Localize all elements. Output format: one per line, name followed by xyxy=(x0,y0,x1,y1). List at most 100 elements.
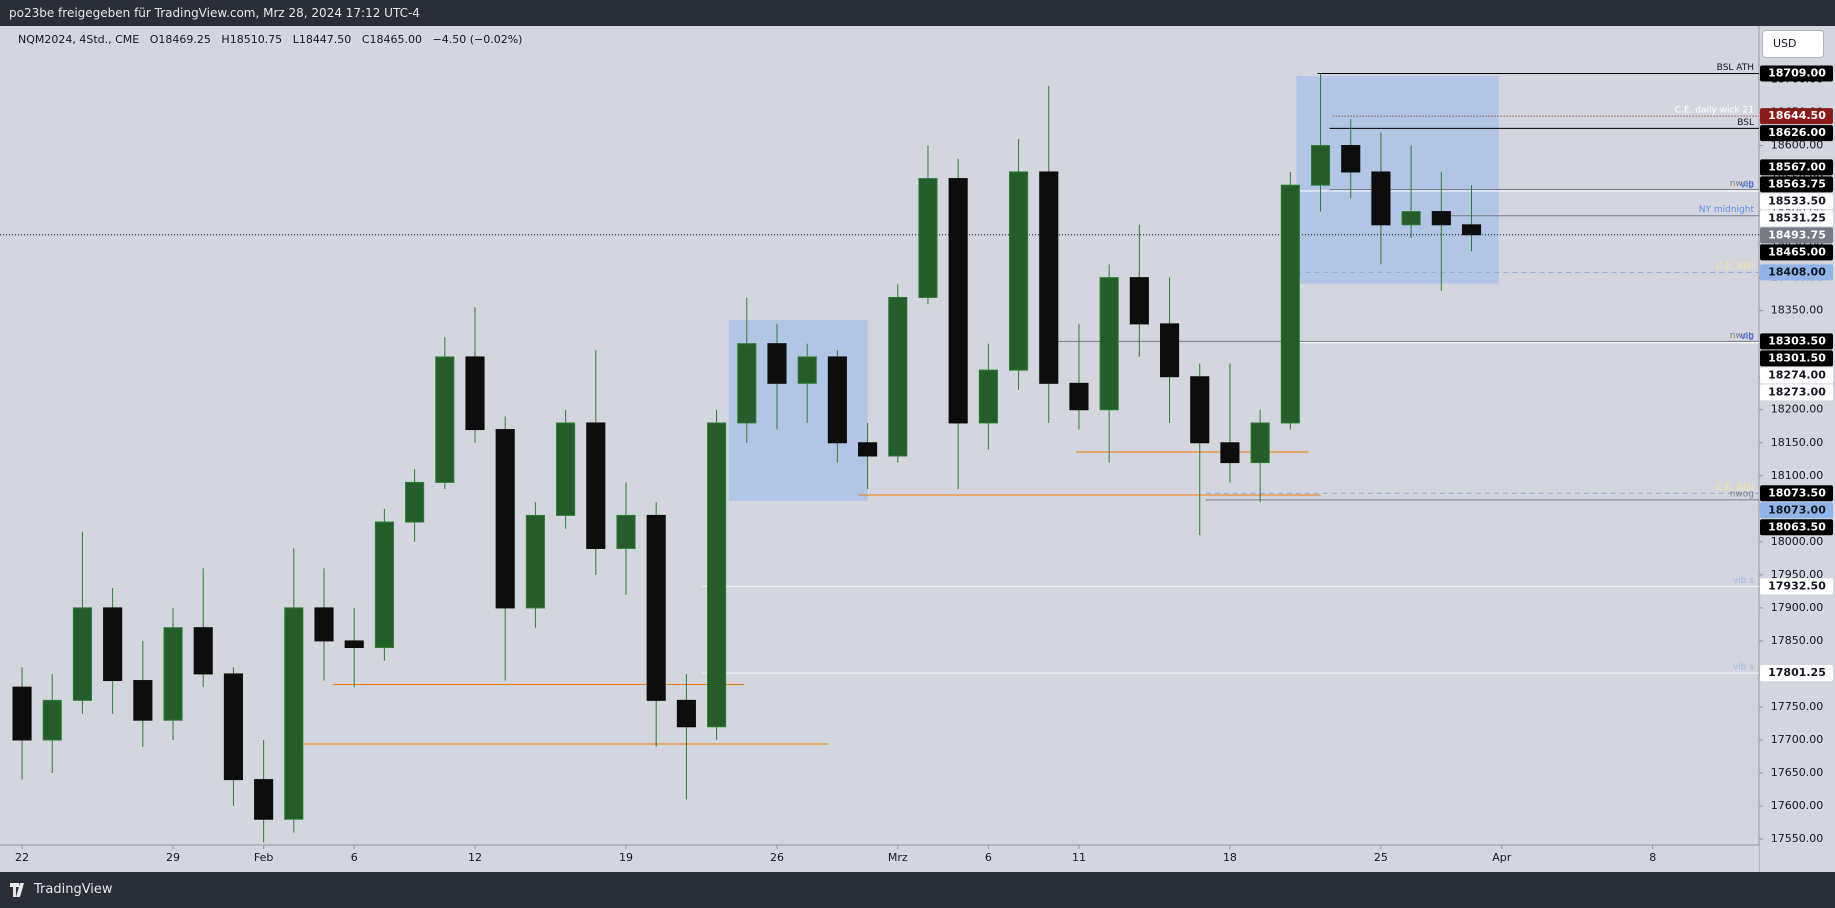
candle-body xyxy=(1250,422,1270,464)
price-label: 18626.00 xyxy=(1768,126,1826,139)
y-tick-label: 17600.00 xyxy=(1771,799,1824,812)
candle-body xyxy=(948,178,968,424)
candle-body xyxy=(737,343,757,424)
candle-body xyxy=(495,429,515,609)
candle-body xyxy=(1401,211,1421,226)
y-tick-label: 17950.00 xyxy=(1771,568,1824,581)
candle-body xyxy=(435,356,455,483)
price-label-box xyxy=(1760,210,1833,227)
level-label: vib xyxy=(1740,332,1754,342)
price-label-box xyxy=(1760,244,1833,261)
price-label-box xyxy=(1760,350,1833,367)
price-label: 18563.75 xyxy=(1768,177,1826,190)
price-label: 18493.75 xyxy=(1768,228,1826,241)
legend: NQM2024, 4Std., CME O18469.25 H18510.75 … xyxy=(18,33,529,46)
candle-body xyxy=(465,356,485,431)
y-tick-label: 18100.00 xyxy=(1771,469,1824,482)
level-label: C.E. daily wick 21 xyxy=(1675,106,1754,116)
level-label: nwog xyxy=(1730,489,1754,499)
x-tick-label: Apr xyxy=(1492,851,1512,864)
candle-body xyxy=(133,680,153,721)
candle-body xyxy=(163,627,183,721)
candle-body xyxy=(1099,277,1119,411)
x-tick-label: 11 xyxy=(1072,851,1086,864)
price-label: 18465.00 xyxy=(1768,245,1826,258)
y-tick-label: 17900.00 xyxy=(1771,601,1824,614)
candle-body xyxy=(616,514,636,549)
share-bar: po23be freigegeben für TradingView.com, … xyxy=(0,0,1835,26)
y-tick-label: 18200.00 xyxy=(1771,403,1824,416)
level-label: vib xyxy=(1740,180,1754,190)
price-label: 18709.00 xyxy=(1768,67,1826,80)
ohlc-high: H18510.75 xyxy=(221,33,283,46)
footer-text: TradingView xyxy=(34,882,113,897)
y-tick-label: 18150.00 xyxy=(1771,436,1824,449)
candle-body xyxy=(314,607,334,642)
price-label-box xyxy=(1760,125,1833,142)
price-label-box xyxy=(1760,108,1833,125)
price-label-box xyxy=(1760,176,1833,193)
candle-body xyxy=(888,296,908,457)
x-tick-label: Feb xyxy=(254,851,273,864)
ohlc-change: −4.50 (−0.02%) xyxy=(432,33,523,46)
x-tick-label: 29 xyxy=(166,851,180,864)
price-label-box xyxy=(1760,227,1833,244)
price-label-box xyxy=(1760,485,1833,502)
candle-body xyxy=(1280,184,1300,424)
price-label-box xyxy=(1760,65,1833,82)
x-tick-label: 8 xyxy=(1649,851,1656,864)
candle-body xyxy=(586,422,606,549)
share-text: po23be freigegeben für TradingView.com, … xyxy=(9,6,420,20)
currency-button[interactable]: USD xyxy=(1762,30,1824,58)
x-tick-label: 26 xyxy=(770,851,784,864)
footer-bar: TradingView xyxy=(0,872,1835,908)
price-label: 18301.50 xyxy=(1768,351,1826,364)
y-tick-label: 18600.00 xyxy=(1771,139,1824,152)
candle-body xyxy=(254,779,274,820)
price-label-box xyxy=(1760,333,1833,350)
candle-body xyxy=(1431,211,1451,226)
y-tick-label: 17700.00 xyxy=(1771,733,1824,746)
x-tick-label: 18 xyxy=(1223,851,1237,864)
candle-body xyxy=(223,673,243,781)
x-tick-label: 22 xyxy=(15,851,29,864)
x-tick-label: 6 xyxy=(351,851,358,864)
x-tick-label: 6 xyxy=(985,851,992,864)
price-label-box xyxy=(1760,665,1833,682)
candle-body xyxy=(646,514,666,701)
level-label: nwog xyxy=(1730,179,1754,189)
candle-body xyxy=(1069,382,1089,411)
candle-body xyxy=(1129,277,1149,325)
level-label: C.E. BISI xyxy=(1716,483,1754,493)
price-label: 18063.50 xyxy=(1768,520,1826,533)
candle-body xyxy=(1008,171,1029,371)
time-axis xyxy=(0,846,1759,872)
symbol: NQM2024, 4Std., CME xyxy=(18,33,140,46)
candle-body xyxy=(12,686,32,741)
price-label: 18073.50 xyxy=(1768,486,1826,499)
candle-body xyxy=(193,627,213,675)
price-label-box xyxy=(1760,384,1833,401)
price-label: 17932.50 xyxy=(1768,579,1826,592)
y-tick-label: 17550.00 xyxy=(1771,832,1824,845)
candle-body xyxy=(344,640,364,649)
x-tick-label: 12 xyxy=(468,851,482,864)
candle-body xyxy=(918,178,938,298)
price-label: 18533.50 xyxy=(1768,194,1826,207)
price-label: 18303.50 xyxy=(1768,334,1826,347)
y-tick-label: 17650.00 xyxy=(1771,766,1824,779)
level-label: C.E. BISI xyxy=(1716,262,1754,272)
candle-body xyxy=(525,514,545,609)
x-tick-label: Mrz xyxy=(888,851,908,864)
price-label-box xyxy=(1760,519,1833,536)
candle-body xyxy=(284,607,304,820)
candle-body xyxy=(1310,145,1331,186)
level-label: BSL ATH xyxy=(1717,63,1754,73)
candle-body xyxy=(42,699,62,741)
candle-body xyxy=(827,356,847,444)
candle-body xyxy=(405,481,425,523)
candle-body xyxy=(1220,442,1240,464)
level-label: nwog xyxy=(1730,331,1754,341)
candle-body xyxy=(1190,376,1210,444)
